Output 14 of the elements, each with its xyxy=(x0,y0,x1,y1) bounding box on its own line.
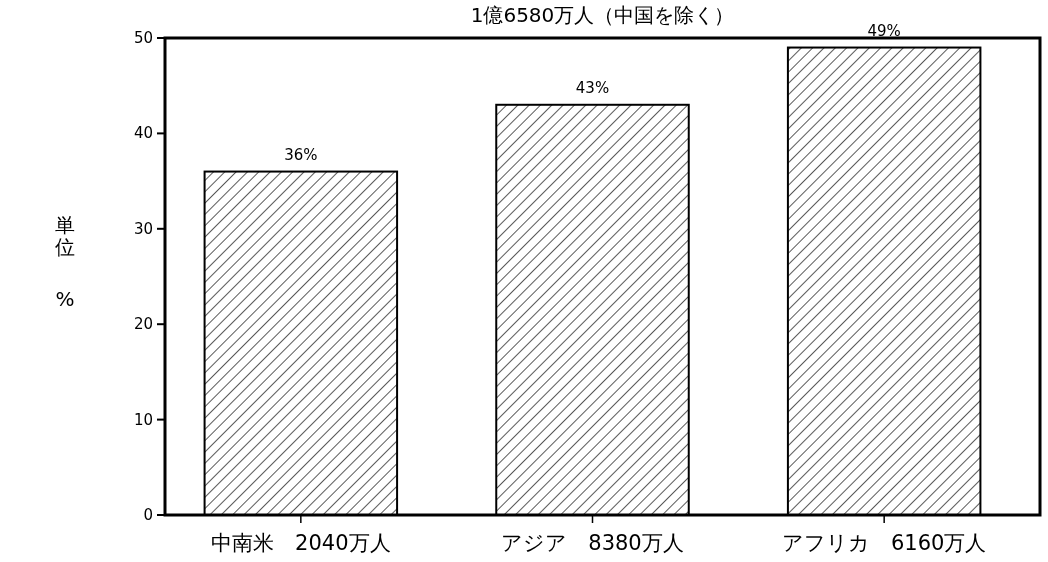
y-tick-label: 50 xyxy=(133,29,153,47)
y-tick-label: 10 xyxy=(133,410,153,429)
data-label: 49% xyxy=(867,21,901,40)
x-tick-label: アジア 8380万人 xyxy=(501,531,684,555)
y-tick-label: 0 xyxy=(143,506,153,524)
data-label: 43% xyxy=(575,78,610,97)
data-label: 36% xyxy=(284,145,318,164)
x-tick-label: 中南米 2040万人 xyxy=(211,531,391,555)
text: 単位 % xyxy=(55,212,75,311)
y-tick-label: 40 xyxy=(133,124,153,143)
x-tick-label: アフリカ 6160万人 xyxy=(781,531,987,555)
chart-title: 1億6580万人（中国を除く） xyxy=(470,3,735,27)
y-tick-label: 30 xyxy=(133,219,153,238)
y-tick-label: 20 xyxy=(133,315,153,334)
